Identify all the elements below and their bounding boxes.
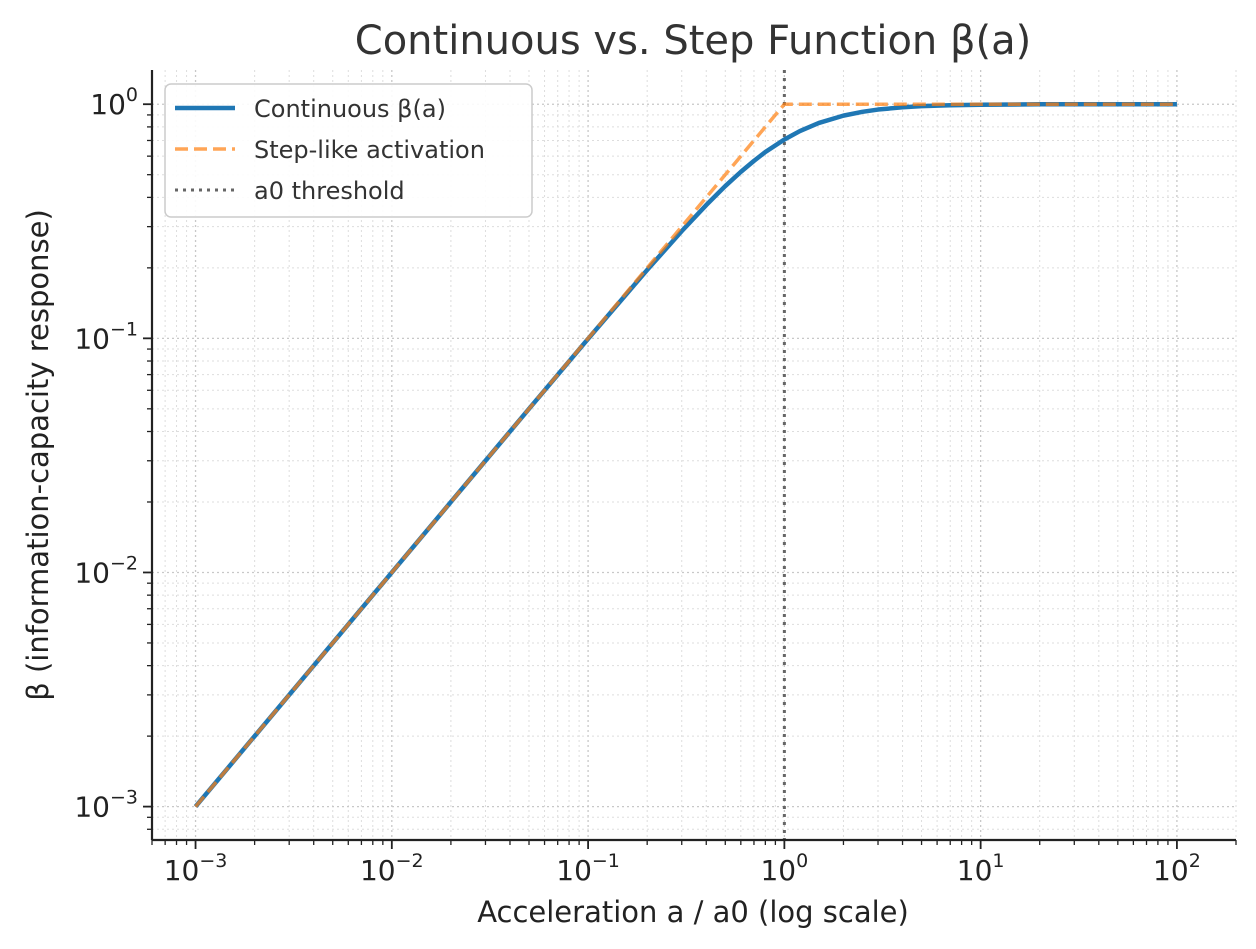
x-axis-label: Acceleration a / a0 (log scale) <box>477 895 909 929</box>
tick-labels: 10−3 10−2 10−1 100 101 102 10−3 10−2 10−1 100 <box>74 84 1200 887</box>
y-axis-label: β (information-capacity response) <box>21 209 55 701</box>
series-step-line <box>194 102 1177 808</box>
legend-box <box>164 83 533 218</box>
y-tick-label: 10−3 <box>74 787 138 824</box>
y-tick-label: 100 <box>90 84 138 121</box>
x-tick-label: 101 <box>957 850 1005 887</box>
y-tick-label: 10−2 <box>74 552 138 589</box>
tick-marks <box>143 103 1237 849</box>
legend: Continuous β(a) Step-like activation a0 … <box>164 83 533 218</box>
legend-label-threshold: a0 threshold <box>254 177 405 205</box>
y-tick-label: 10−1 <box>74 318 138 355</box>
legend-label-continuous: Continuous β(a) <box>254 95 446 123</box>
x-tick-label: 102 <box>1153 850 1201 887</box>
grid-lines <box>151 70 1237 840</box>
legend-label-step: Step-like activation <box>254 136 485 164</box>
x-tick-label: 10−2 <box>360 850 424 887</box>
chart-title: Continuous vs. Step Function β(a) <box>355 18 1031 64</box>
x-tick-label: 100 <box>760 850 808 887</box>
x-tick-label: 10−3 <box>164 850 228 887</box>
series-lines <box>193 101 1177 809</box>
x-tick-label: 10−1 <box>556 850 620 887</box>
